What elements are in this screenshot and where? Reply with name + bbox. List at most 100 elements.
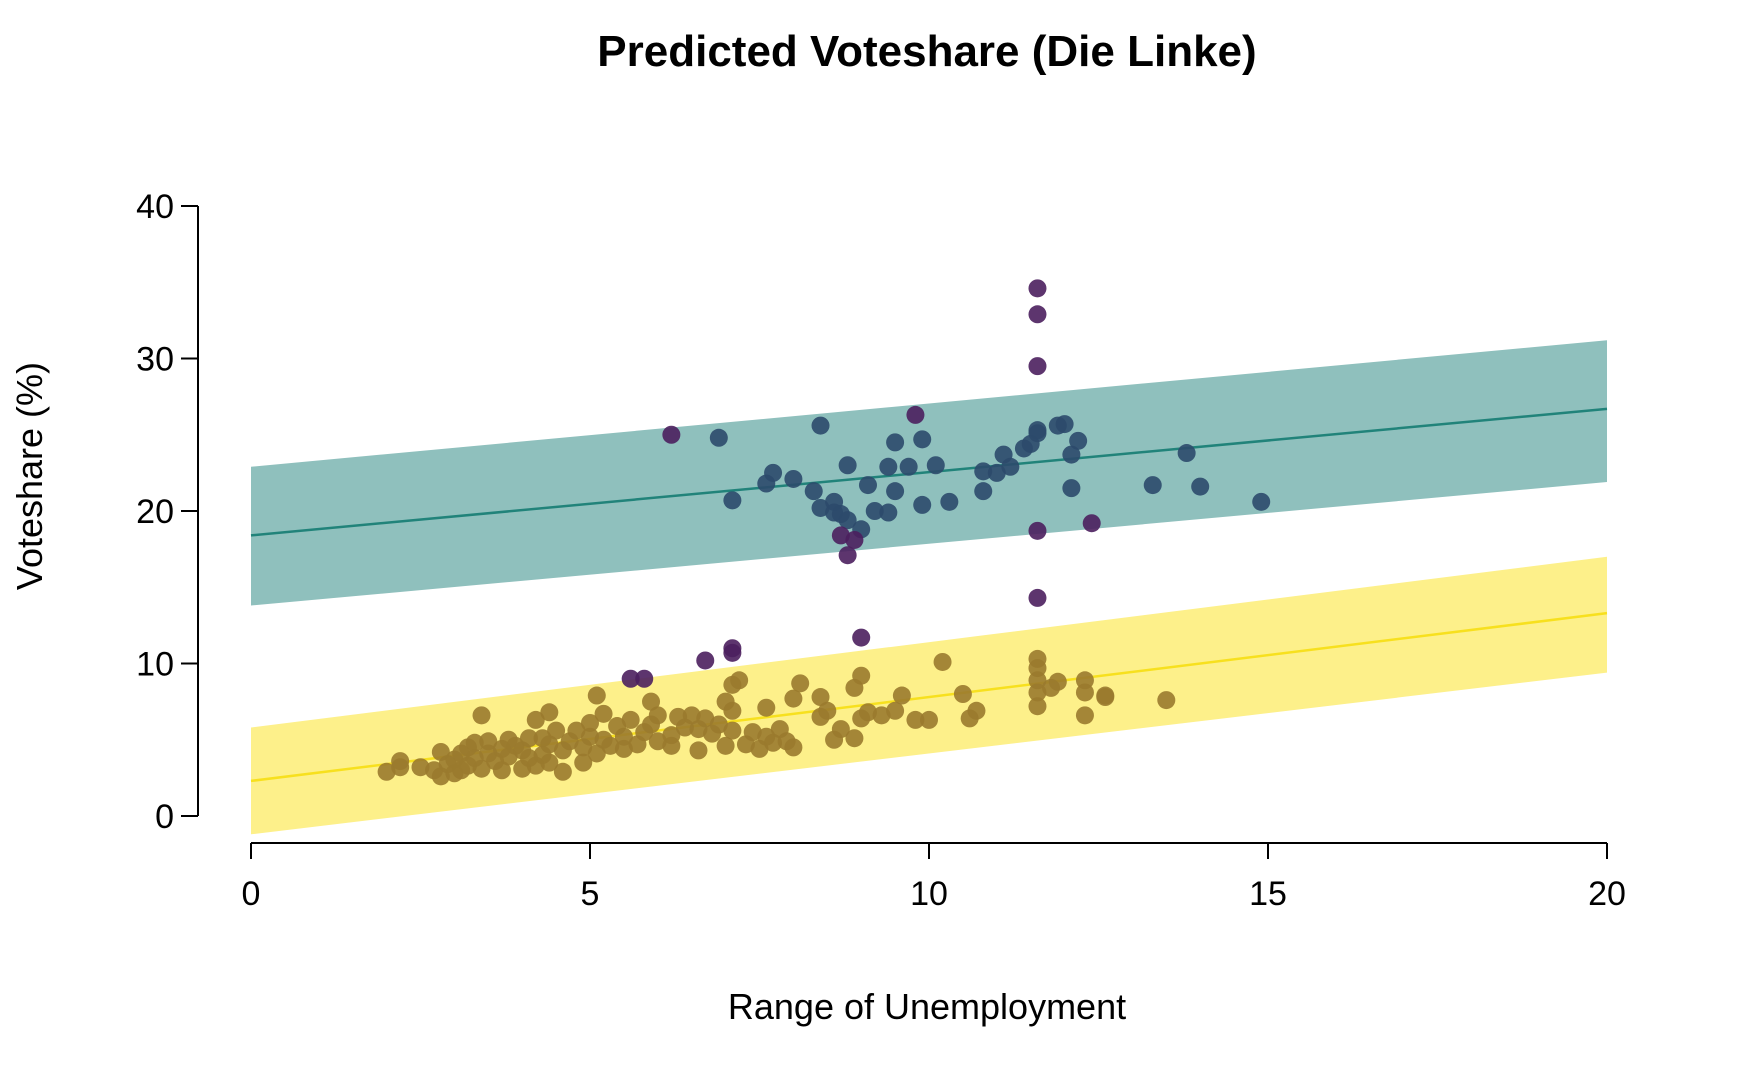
data-point [472, 759, 491, 778]
data-point [886, 433, 905, 452]
data-point [784, 469, 803, 488]
y-tick-label: 30 [136, 341, 174, 379]
data-point [886, 701, 905, 720]
data-point [1048, 672, 1067, 691]
data-point [886, 482, 905, 501]
data-point [642, 692, 661, 711]
data-point [411, 758, 430, 777]
x-axis-label: Range of Unemployment [728, 986, 1126, 1027]
data-point [587, 744, 606, 763]
data-point [1028, 305, 1047, 324]
data-point [953, 685, 972, 703]
data-point [614, 739, 633, 758]
axes: 0 5 10 15 20 0 10 20 30 40 [136, 188, 1626, 913]
data-point [723, 643, 742, 662]
data-point [682, 706, 701, 725]
data-point [662, 425, 681, 444]
data-point [892, 686, 911, 705]
data-point [1075, 706, 1094, 725]
data-point [1062, 445, 1081, 464]
data-point [974, 462, 993, 481]
data-point [838, 546, 857, 565]
data-point [838, 511, 857, 530]
data-point [845, 530, 864, 549]
data-point [743, 723, 762, 742]
y-tick-label: 40 [136, 188, 174, 226]
y-axis-label: Voteshare (%) [9, 362, 50, 590]
data-point [601, 736, 620, 755]
data-point [791, 674, 810, 693]
data-point [967, 701, 986, 720]
data-point [852, 628, 871, 647]
data-point [519, 729, 538, 748]
point-series-3 [377, 649, 1176, 786]
data-point [831, 720, 850, 739]
data-point [635, 669, 654, 688]
data-point [757, 698, 776, 717]
x-tick-label: 5 [581, 875, 600, 913]
data-point [472, 706, 491, 725]
data-point [1157, 691, 1176, 710]
data-point [872, 706, 891, 725]
data-point [1075, 683, 1094, 702]
data-point [709, 715, 728, 734]
data-point [1028, 588, 1047, 607]
data-point [1082, 514, 1101, 533]
data-point [764, 733, 783, 752]
data-point [567, 721, 586, 740]
data-point [587, 686, 606, 705]
point-series-1 [709, 415, 1271, 539]
data-point [879, 457, 898, 476]
data-point [899, 457, 918, 476]
data-point [838, 456, 857, 475]
data-point [574, 753, 593, 772]
data-point [1096, 688, 1115, 707]
data-point [879, 503, 898, 522]
data-point [858, 703, 877, 722]
data-point [906, 710, 925, 729]
data-point [540, 703, 559, 722]
data-point [391, 752, 410, 771]
data-point [730, 671, 749, 690]
data-point [621, 710, 640, 729]
point-series-2 [621, 279, 1101, 688]
data-point [1252, 492, 1271, 511]
confidence-band-2 [251, 556, 1607, 835]
scatter-points [377, 279, 1271, 786]
data-point [648, 706, 667, 725]
data-point [723, 491, 742, 510]
data-point [784, 738, 803, 757]
data-point [804, 482, 823, 501]
x-tick-label: 20 [1588, 875, 1626, 913]
y-tick-label: 20 [136, 493, 174, 531]
data-point [764, 463, 783, 482]
data-point [723, 701, 742, 720]
data-point [1062, 479, 1081, 498]
y-tick-label: 0 [155, 798, 174, 836]
data-point [723, 721, 742, 740]
data-point [1028, 421, 1047, 440]
data-point [940, 492, 959, 511]
data-point [662, 736, 681, 755]
data-point [933, 652, 952, 671]
data-point [974, 482, 993, 501]
data-point [831, 526, 850, 545]
data-point [716, 736, 735, 755]
data-point [696, 651, 715, 670]
data-point [1028, 279, 1047, 298]
data-point [689, 741, 708, 760]
data-point [858, 476, 877, 495]
data-point [920, 710, 938, 729]
data-point [696, 709, 715, 728]
data-point [1055, 415, 1074, 434]
data-point [547, 721, 566, 740]
data-point [377, 762, 396, 781]
data-point [811, 498, 830, 517]
data-point [1069, 431, 1088, 450]
fit-line-1 [250, 407, 1608, 537]
data-point [811, 416, 830, 435]
data-point [1191, 477, 1210, 496]
x-tick-label: 10 [910, 875, 948, 913]
